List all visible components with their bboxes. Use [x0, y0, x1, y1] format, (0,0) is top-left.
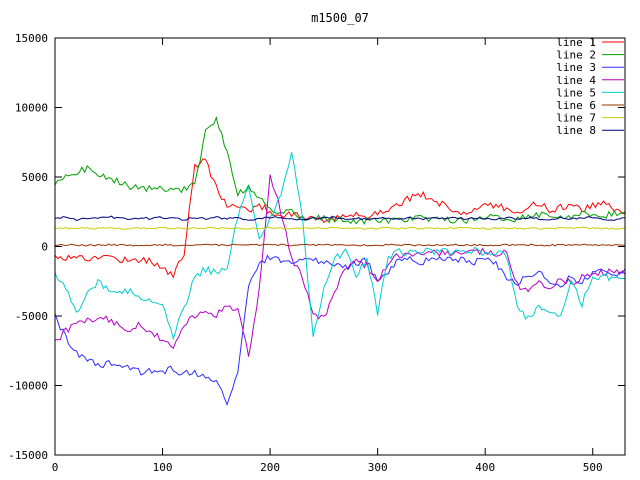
- series-line-6: [55, 243, 625, 247]
- plot-border: [54, 37, 626, 456]
- y-tick-label: 5000: [22, 171, 49, 184]
- legend-label: line 4: [556, 74, 596, 87]
- legend-label: line 6: [556, 99, 596, 112]
- legend-label: line 2: [556, 49, 596, 62]
- y-tick-label: 0: [41, 241, 48, 254]
- series-line-5: [55, 152, 625, 341]
- y-tick-label: 10000: [15, 102, 48, 115]
- x-tick-label: 200: [260, 461, 280, 474]
- series-line-2: [55, 115, 625, 226]
- series-line-3: [55, 254, 625, 407]
- x-tick-label: 0: [52, 461, 59, 474]
- series-line-8: [55, 215, 625, 222]
- legend-label: line 7: [556, 112, 596, 125]
- legend-label: line 1: [556, 36, 596, 49]
- y-tick-label: -10000: [8, 380, 48, 393]
- x-tick-label: 300: [368, 461, 388, 474]
- legend-label: line 3: [556, 61, 596, 74]
- y-tick-label: -15000: [8, 449, 48, 462]
- x-tick-label: 400: [475, 461, 495, 474]
- legend-label: line 5: [556, 86, 596, 99]
- series-line-7: [55, 226, 625, 230]
- y-tick-label: -5000: [15, 310, 48, 323]
- x-tick-label: 100: [153, 461, 173, 474]
- legend-label: line 8: [556, 124, 596, 137]
- chart-title: m1500_07: [311, 11, 369, 25]
- x-tick-label: 500: [583, 461, 603, 474]
- series-line-4: [55, 174, 625, 357]
- y-tick-label: 15000: [15, 32, 48, 45]
